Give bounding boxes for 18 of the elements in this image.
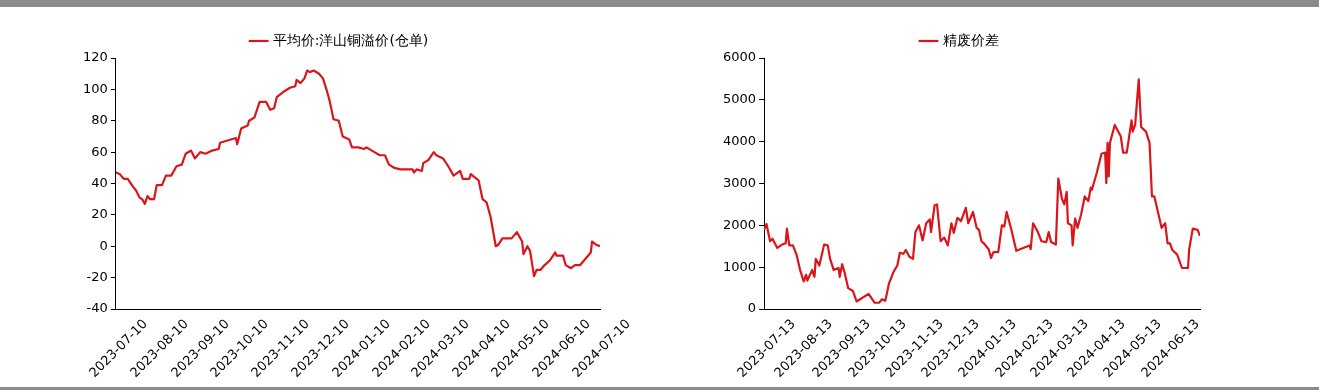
y-tick-label: 4000 bbox=[722, 133, 757, 149]
y-tick-label: 120 bbox=[82, 49, 108, 65]
y-tick-label: 3000 bbox=[722, 174, 757, 190]
y-tick-label: 0 bbox=[747, 300, 757, 316]
y-tick-label: 40 bbox=[91, 174, 108, 190]
y-tick-label: 2000 bbox=[722, 216, 757, 232]
y-tick-label: 60 bbox=[91, 143, 108, 159]
y-tick-label: 6000 bbox=[722, 49, 757, 65]
y-tick-label: 0 bbox=[99, 237, 108, 253]
y-tick-label: 80 bbox=[91, 112, 108, 128]
legend-label: 平均价:洋山铜溢价(仓单) bbox=[272, 31, 429, 48]
legend-label: 精废价差 bbox=[942, 31, 999, 48]
y-tick-label: -20 bbox=[86, 269, 108, 284]
y-tick-label: 20 bbox=[91, 206, 108, 222]
y-tick-label: 5000 bbox=[722, 91, 757, 107]
y-tick-label: -40 bbox=[86, 300, 108, 316]
y-tick-label: 100 bbox=[82, 80, 108, 96]
y-tick-label: 1000 bbox=[722, 258, 757, 274]
